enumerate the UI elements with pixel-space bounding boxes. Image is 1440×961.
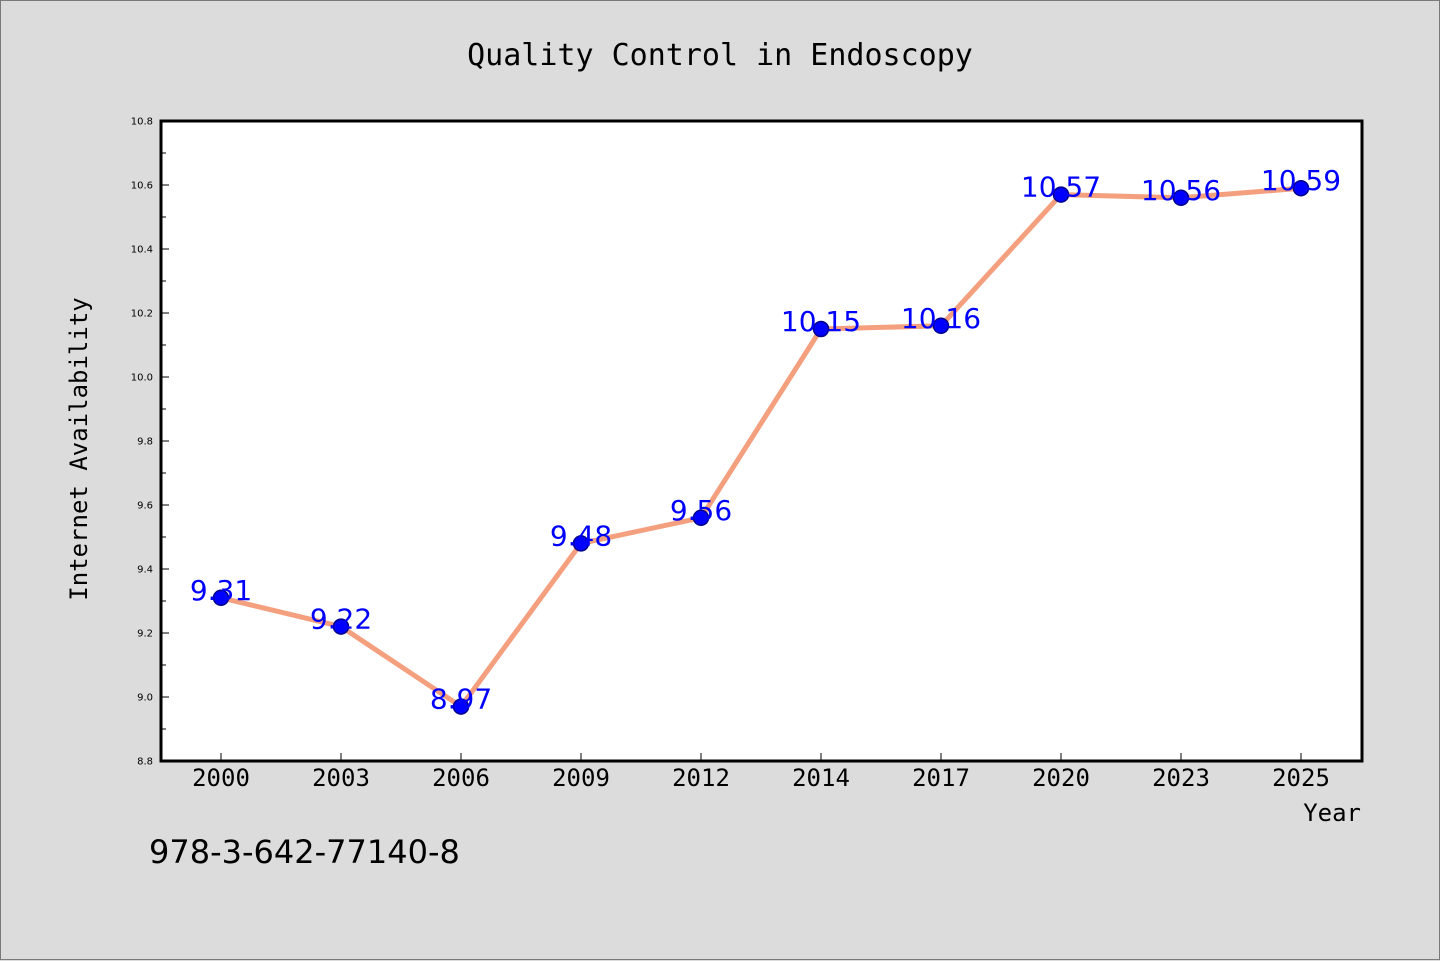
y-tick-label: 10.2 [131,309,153,320]
data-label: 10.16 [901,302,981,335]
x-tick-label: 2009 [552,764,610,792]
data-label: 9.22 [310,603,372,636]
data-label: 9.56 [670,494,732,527]
data-label: 10.57 [1021,171,1101,204]
data-label: 10.56 [1141,174,1221,207]
data-point [1052,186,1070,203]
y-tick-label: 10.8 [131,117,153,128]
data-point [692,509,710,527]
data-label-layer: 9.31 9.22 8.97 9.48 9.56 10.15 10.16 10.57 10.56… [190,164,1341,715]
y-tick-label: 10.6 [131,181,153,192]
series-line [218,185,1304,710]
data-point [332,618,350,635]
y-tick-label: 8.8 [137,757,153,768]
y-tick-label: 9.6 [137,501,153,512]
data-point [452,698,470,715]
x-tick-label: 2003 [312,764,370,792]
data-point [932,317,950,335]
chart-title: Quality Control in Endoscopy [467,38,973,73]
x-tick-label: 2012 [672,764,730,792]
data-point [1292,179,1310,197]
data-point [1172,189,1190,207]
x-tick-label: 2017 [912,764,970,792]
x-tick-label: 2014 [792,764,850,792]
y-tick-label: 9.2 [137,629,153,640]
x-axis: 2000 2003 2006 2009 2012 2014 2017 2020 2023 2025 [192,753,1330,792]
x-tick-label: 2006 [432,764,490,792]
data-label: 9.48 [550,519,612,552]
x-axis-label: Year [1303,799,1361,827]
data-label: 10.59 [1261,164,1341,197]
y-axis-label: Internet Availability [65,297,93,600]
x-tick-label: 2025 [1272,764,1330,792]
data-label: 8.97 [430,683,492,716]
y-tick-label: 9.4 [137,565,153,576]
isbn-footnote: 978-3-642-77140-8 [149,833,460,871]
y-tick-label: 9.0 [137,693,153,704]
plot-area [159,119,1364,763]
data-point [572,535,590,552]
data-point [212,589,230,607]
y-tick-label: 10.4 [131,245,153,256]
series-layer [212,179,1310,715]
x-tick-label: 2000 [192,764,250,792]
x-tick-label: 2023 [1152,764,1210,792]
y-tick-label: 9.8 [137,437,153,448]
y-axis: 8.8 9.0 9.2 9.4 9.6 9.8 10.0 10.2 10.4 10.6 10.8 [131,117,169,768]
y-tick-label: 10.0 [131,373,153,384]
data-point [812,320,830,338]
data-label: 10.15 [781,305,861,338]
x-tick-label: 2020 [1032,764,1090,792]
data-label: 9.31 [190,574,252,607]
